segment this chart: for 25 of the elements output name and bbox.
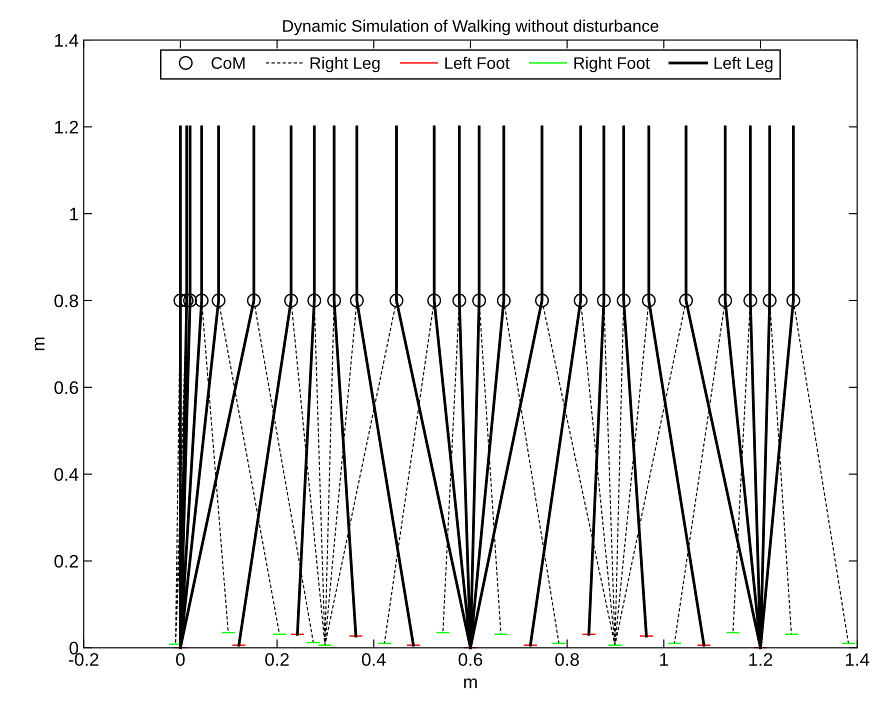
legend-label: Left Leg <box>714 56 772 72</box>
x-tick-label: 0.6 <box>458 653 482 666</box>
x-tick-label: 0.2 <box>265 653 289 666</box>
legend-label: Left Foot <box>445 56 510 69</box>
chart-title: Dynamic Simulation of Walking without disturbance <box>283 20 658 36</box>
legend-label: Right Foot <box>574 56 650 72</box>
y-tick-label: 1.2 <box>55 120 78 134</box>
x-tick-label: 0.8 <box>555 653 579 666</box>
x-axis-title: m <box>464 678 477 688</box>
x-tick-label: 1.2 <box>749 653 772 666</box>
y-tick-label: 0.6 <box>54 381 78 394</box>
x-tick-label: 0 <box>176 653 185 666</box>
legend-label: CoM <box>212 57 245 69</box>
y-axis-title: m <box>34 338 44 350</box>
y-tick-label: 1.4 <box>55 34 78 47</box>
y-tick-label: 0.8 <box>54 294 78 308</box>
x-tick-label: 1 <box>660 653 668 666</box>
y-tick-label: 0 <box>70 642 78 655</box>
y-tick-label: 1 <box>70 208 78 220</box>
y-tick-label: 0.2 <box>54 554 78 568</box>
x-tick-label: 1.4 <box>846 653 870 666</box>
x-tick-label: 0.4 <box>362 653 386 666</box>
x-tick-label: -0.2 <box>68 653 98 666</box>
legend-label: Right Leg <box>310 56 380 72</box>
y-tick-label: 0.4 <box>54 468 78 481</box>
